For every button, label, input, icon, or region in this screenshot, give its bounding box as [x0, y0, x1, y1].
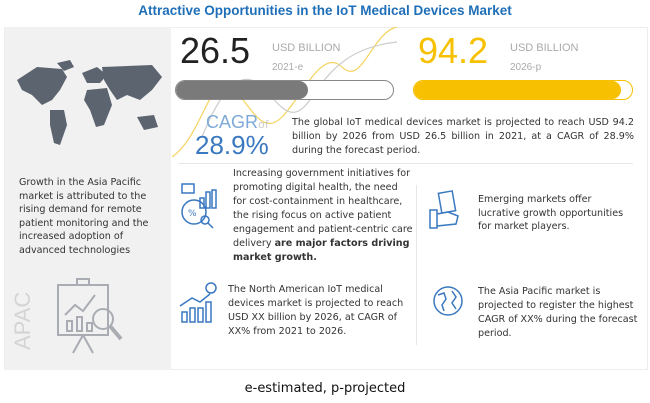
north-america-text: The North American IoT medical devices m…: [228, 284, 404, 337]
drivers-text-bold: are major factors driving market growth.: [233, 238, 410, 263]
unit-2021: USD BILLION: [272, 42, 341, 54]
presentation-chart-icon: [57, 278, 123, 354]
svg-text:%: %: [188, 209, 197, 219]
divider: [178, 163, 633, 164]
emerging-markets-text: Emerging markets offer lucrative growth …: [478, 194, 624, 232]
vertical-divider: [416, 185, 417, 345]
market-summary: The global IoT medical devices market is…: [292, 117, 634, 156]
progress-fill-2026: [414, 81, 622, 99]
year-2026: 2026-p: [510, 62, 542, 73]
progress-fill-2021: [176, 81, 309, 99]
world-map-icon: [17, 60, 162, 145]
page-title: Attractive Opportunities in the IoT Medi…: [138, 3, 512, 18]
progress-bar-2026: [413, 80, 633, 100]
drivers-text-regular: Increasing government initiatives for pr…: [233, 168, 413, 249]
globe-icon: [433, 286, 463, 316]
year-2021: 2021-e: [272, 62, 304, 73]
apac-label: APAC: [10, 291, 35, 350]
cagr-of: of: [258, 118, 269, 131]
value-2026: 94.2: [418, 30, 489, 71]
asia-pacific-text: The Asia Pacific market is projected to …: [478, 286, 638, 339]
footnote: e-estimated, p-projected: [244, 381, 406, 396]
cagr-value: 28.9%: [195, 130, 269, 160]
growth-chart-icon: [179, 282, 217, 323]
cagr-label: CAGR: [206, 112, 259, 132]
unit-2026: USD BILLION: [510, 42, 579, 54]
analytics-icon: %: [181, 183, 217, 229]
apac-growth-text: Growth in the Asia Pacific market is att…: [19, 177, 149, 256]
progress-bar-2021: [175, 80, 394, 100]
money-hand-icon: [429, 190, 459, 229]
value-2021: 26.5: [180, 30, 251, 71]
drivers-text: Increasing government initiatives for pr…: [233, 167, 413, 265]
